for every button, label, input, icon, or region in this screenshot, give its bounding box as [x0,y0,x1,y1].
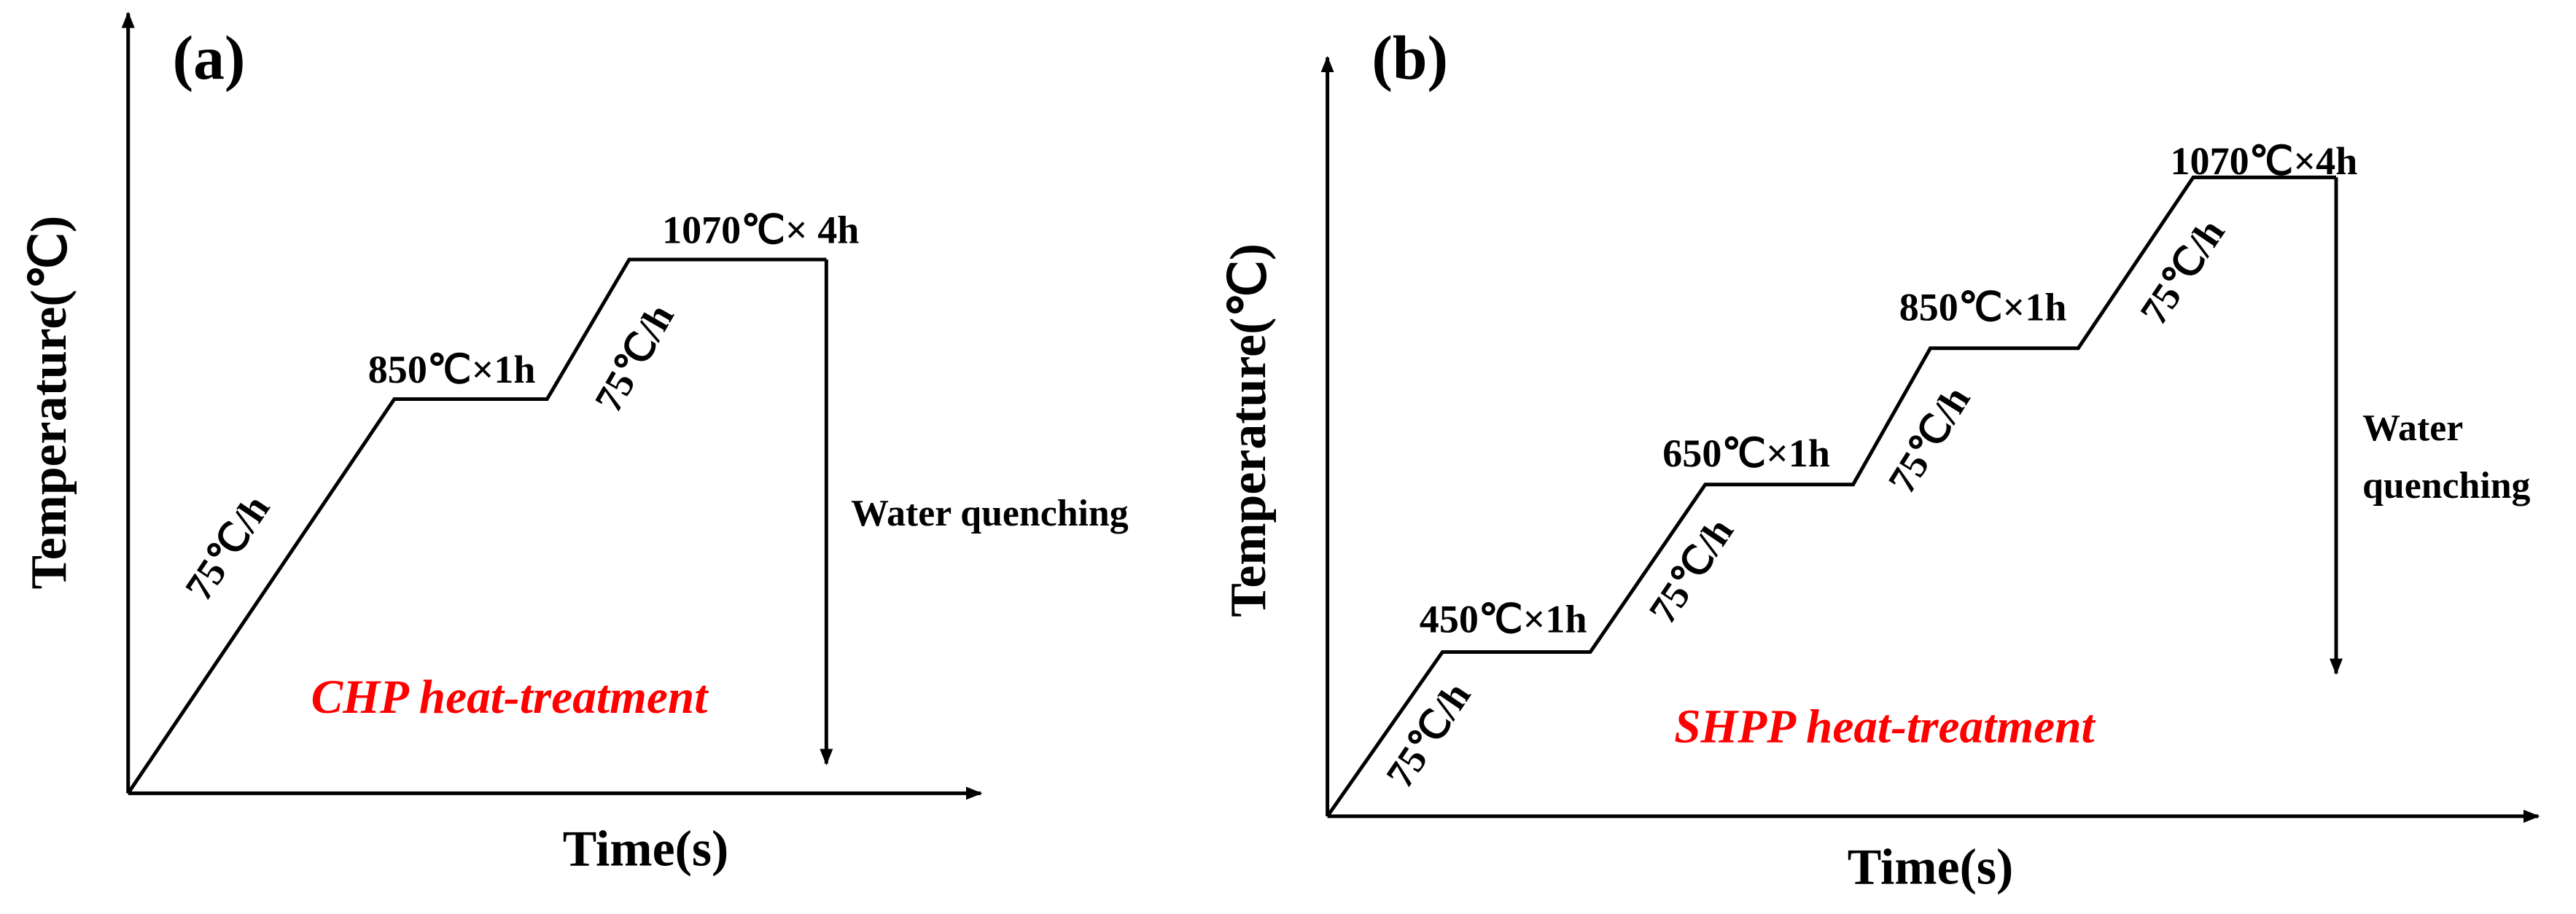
rate-label: 75℃/h [1377,674,1479,795]
quench-label: Water [2362,407,2463,449]
step-label: 1070℃× 4h [662,208,859,252]
x-axis-label: Time(s) [563,821,729,877]
rate-label: 75℃/h [1641,510,1742,631]
rate-label: 75℃/h [586,297,682,419]
temperature-profile [126,257,827,794]
panel-label: (a) [173,23,246,93]
panel-label: (b) [1371,23,1448,93]
quench-label: quenching [2362,465,2530,507]
temperature-profile [1326,175,2337,818]
step-label: 1070℃×4h [2171,139,2358,183]
rate-label: 75℃/h [1880,379,1979,501]
quench-label: Water quenching [851,493,1129,534]
step-label: 650℃×1h [1662,431,1830,475]
step-label: 450℃×1h [1420,598,1587,641]
treatment-title: SHPP heat-treatment [1674,700,2096,753]
panel-a: (a) Temperature(℃) Time(s) 850℃×1h 1070℃… [21,11,1129,877]
y-axis-label: Temperature(℃) [1221,243,1277,617]
rate-label: 75℃/h [176,488,278,609]
step-label: 850℃×1h [1899,285,2067,329]
step-label: 850℃×1h [368,348,536,391]
x-axis-label: Time(s) [1848,839,2014,895]
rate-label: 75℃/h [2132,211,2233,332]
treatment-title: CHP heat-treatment [311,671,709,724]
panel-b: (b) Temperature(℃) Time(s) 450℃×1h 650℃×… [1221,23,2540,895]
y-axis-label: Temperature(℃) [21,216,77,590]
